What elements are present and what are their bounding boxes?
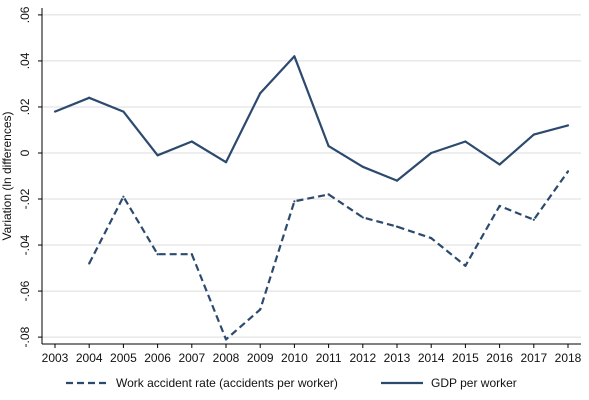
data-point-work-accident-rate-accidents-per-worker-2011 bbox=[327, 193, 330, 196]
x-tick-label: 2018 bbox=[555, 351, 582, 365]
x-tick-label: 2004 bbox=[76, 351, 103, 365]
x-tick-label: 2005 bbox=[110, 351, 137, 365]
y-tick-label: .06 bbox=[18, 6, 32, 23]
x-tick-label: 2003 bbox=[42, 351, 69, 365]
data-point-work-accident-rate-accidents-per-worker-2013 bbox=[395, 225, 399, 228]
y-tick-label: .02 bbox=[18, 98, 32, 115]
data-point-work-accident-rate-accidents-per-worker-2018 bbox=[566, 170, 570, 173]
series-line-gdp-per-worker bbox=[54, 55, 569, 182]
y-tick-label: -.06 bbox=[18, 280, 32, 301]
x-tick-label: 2009 bbox=[247, 351, 274, 365]
y-axis-ticks: .06 .04 .02 0 -.02 -.04 -.06 -.08 bbox=[18, 6, 42, 347]
x-tick-label: 2017 bbox=[520, 351, 547, 365]
data-point-work-accident-rate-accidents-per-worker-2014 bbox=[430, 237, 433, 240]
x-tick-label: 2014 bbox=[418, 351, 445, 365]
y-tick-label: -.02 bbox=[18, 188, 32, 209]
legend: Work accident rate (accidents per worker… bbox=[66, 376, 517, 390]
x-tick-label: 2015 bbox=[452, 351, 479, 365]
data-point-gdp-per-worker-2017 bbox=[532, 133, 535, 136]
data-point-gdp-per-worker-2014 bbox=[430, 151, 433, 155]
x-tick-label: 2006 bbox=[144, 351, 171, 365]
data-point-gdp-per-worker-2004 bbox=[88, 96, 91, 99]
grid-lines bbox=[42, 14, 581, 338]
legend-label-gdp-per-worker: GDP per worker bbox=[431, 376, 517, 390]
data-point-work-accident-rate-accidents-per-worker-2017 bbox=[532, 218, 535, 221]
series-lines bbox=[53, 55, 570, 341]
data-point-gdp-per-worker-2016 bbox=[498, 163, 501, 166]
data-point-gdp-per-worker-2013 bbox=[395, 179, 399, 182]
x-axis-ticks: 2003 2004 2005 2006 2007 2008 2009 2010 2011 2012… bbox=[42, 344, 582, 365]
x-tick-label: 2016 bbox=[486, 351, 513, 365]
data-point-gdp-per-worker-2003 bbox=[53, 110, 57, 113]
x-tick-label: 2007 bbox=[178, 351, 205, 365]
data-point-gdp-per-worker-2005 bbox=[122, 110, 125, 113]
data-point-work-accident-rate-accidents-per-worker-2016 bbox=[498, 204, 501, 208]
y-axis-title: Variation (ln differences) bbox=[0, 112, 14, 241]
data-point-gdp-per-worker-2008 bbox=[224, 161, 228, 164]
x-tick-label: 2010 bbox=[281, 351, 308, 365]
data-point-gdp-per-worker-2006 bbox=[156, 154, 159, 157]
x-tick-label: 2013 bbox=[384, 351, 411, 365]
data-point-gdp-per-worker-2007 bbox=[190, 140, 193, 143]
data-point-work-accident-rate-accidents-per-worker-2010 bbox=[293, 200, 296, 203]
legend-label-work-accident-rate: Work accident rate (accidents per worker… bbox=[116, 376, 338, 390]
data-point-gdp-per-worker-2010 bbox=[293, 55, 296, 58]
y-tick-label: 0 bbox=[18, 149, 32, 156]
y-tick-label: -.04 bbox=[18, 234, 32, 255]
data-point-gdp-per-worker-2009 bbox=[259, 92, 262, 95]
data-point-work-accident-rate-accidents-per-worker-2008 bbox=[224, 338, 228, 341]
data-point-work-accident-rate-accidents-per-worker-2006 bbox=[156, 253, 159, 256]
data-point-work-accident-rate-accidents-per-worker-2005 bbox=[122, 195, 125, 198]
series-line-work-accident-rate-accidents-per-worker bbox=[88, 170, 569, 341]
x-tick-label: 2011 bbox=[316, 351, 342, 365]
y-tick-label: .04 bbox=[18, 52, 32, 69]
data-point-work-accident-rate-accidents-per-worker-2004 bbox=[88, 262, 91, 265]
data-point-work-accident-rate-accidents-per-worker-2012 bbox=[361, 216, 364, 219]
x-tick-label: 2008 bbox=[213, 351, 240, 365]
x-tick-label: 2012 bbox=[349, 351, 376, 365]
data-point-gdp-per-worker-2012 bbox=[361, 165, 364, 168]
data-point-work-accident-rate-accidents-per-worker-2009 bbox=[259, 308, 262, 311]
data-point-gdp-per-worker-2011 bbox=[327, 144, 330, 148]
data-point-work-accident-rate-accidents-per-worker-2015 bbox=[464, 264, 467, 267]
y-tick-label: -.08 bbox=[18, 326, 32, 347]
data-point-gdp-per-worker-2018 bbox=[566, 124, 570, 127]
data-point-gdp-per-worker-2015 bbox=[464, 140, 467, 143]
data-point-work-accident-rate-accidents-per-worker-2007 bbox=[190, 253, 193, 256]
